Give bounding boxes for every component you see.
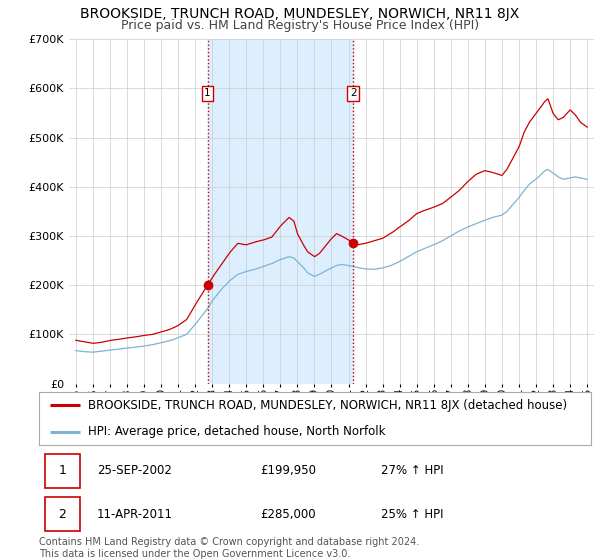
Text: HPI: Average price, detached house, North Norfolk: HPI: Average price, detached house, Nort…: [88, 426, 385, 438]
Text: 11-APR-2011: 11-APR-2011: [97, 507, 173, 521]
Text: 1: 1: [59, 464, 67, 478]
Text: BROOKSIDE, TRUNCH ROAD, MUNDESLEY, NORWICH, NR11 8JX: BROOKSIDE, TRUNCH ROAD, MUNDESLEY, NORWI…: [80, 7, 520, 21]
FancyBboxPatch shape: [44, 497, 80, 531]
Text: 1: 1: [204, 88, 211, 99]
Text: Price paid vs. HM Land Registry's House Price Index (HPI): Price paid vs. HM Land Registry's House …: [121, 19, 479, 32]
Text: 25-SEP-2002: 25-SEP-2002: [97, 464, 172, 478]
Text: 25% ↑ HPI: 25% ↑ HPI: [381, 507, 444, 521]
Bar: [208, 39, 353, 384]
Text: Contains HM Land Registry data © Crown copyright and database right 2024.
This d: Contains HM Land Registry data © Crown c…: [39, 537, 419, 559]
Text: £199,950: £199,950: [260, 464, 316, 478]
Text: BROOKSIDE, TRUNCH ROAD, MUNDESLEY, NORWICH, NR11 8JX (detached house): BROOKSIDE, TRUNCH ROAD, MUNDESLEY, NORWI…: [88, 399, 567, 412]
Text: £285,000: £285,000: [260, 507, 316, 521]
Text: 2: 2: [350, 88, 356, 99]
FancyBboxPatch shape: [44, 454, 80, 488]
Text: 27% ↑ HPI: 27% ↑ HPI: [381, 464, 444, 478]
Text: 2: 2: [59, 507, 67, 521]
